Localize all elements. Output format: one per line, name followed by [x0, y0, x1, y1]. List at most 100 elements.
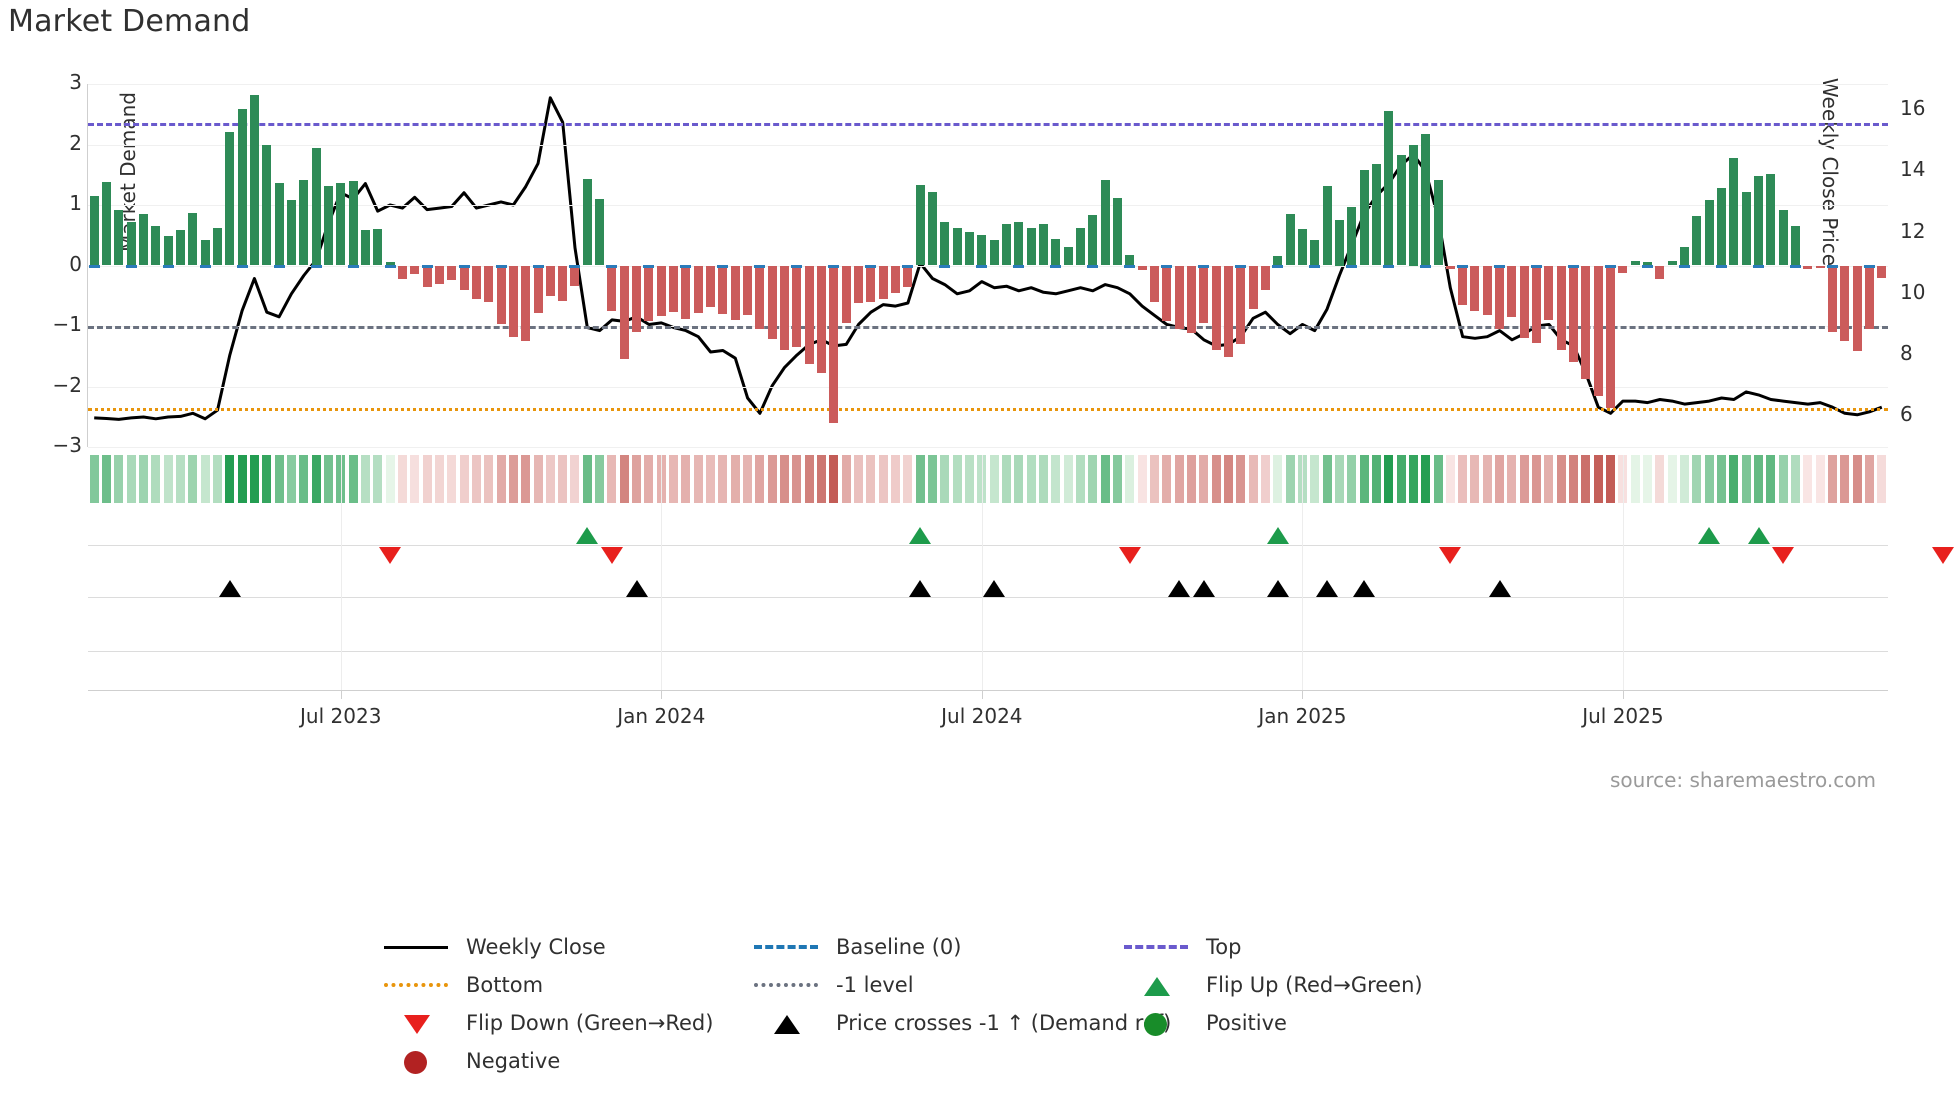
baseline-cap [902, 264, 914, 268]
flip-down-marker [600, 547, 623, 564]
heatmap-cell [804, 455, 814, 503]
baseline-cap [162, 264, 174, 268]
legend-label: Baseline (0) [836, 935, 962, 959]
demand-bar [262, 145, 272, 266]
heatmap-cell [126, 455, 136, 503]
legend-item-baseline[interactable]: Baseline (0) [750, 928, 961, 966]
heatmap-cell [1112, 455, 1122, 503]
flip-up-marker [1747, 527, 1770, 544]
heatmap-cell [1803, 455, 1813, 503]
baseline-cap [1605, 264, 1617, 268]
legend-item-weekly-close[interactable]: Weekly Close [380, 928, 606, 966]
demand-bar [1667, 261, 1677, 266]
price-cross-marker [1192, 580, 1215, 597]
flip-marker-guide-top [88, 545, 1888, 546]
demand-bar [508, 265, 518, 337]
baseline-cap [1827, 264, 1839, 268]
heatmap-cell [1026, 455, 1036, 503]
baseline-cap [680, 264, 692, 268]
legend-item-flip-down[interactable]: Flip Down (Green→Red) [380, 1004, 713, 1042]
heatmap-cell [1273, 455, 1283, 503]
heatmap-cell [1828, 455, 1838, 503]
demand-bar [570, 265, 580, 287]
legend-item-flip-up[interactable]: Flip Up (Red→Green) [1120, 966, 1423, 1004]
baseline-cap [310, 264, 322, 268]
demand-bar [447, 265, 457, 281]
demand-bar [1273, 256, 1283, 266]
heatmap-cell [447, 455, 457, 503]
baseline-cap [1642, 264, 1654, 268]
legend-item-positive[interactable]: Positive [1120, 1004, 1287, 1042]
legend-label: Flip Up (Red→Green) [1206, 973, 1423, 997]
demand-bar [360, 230, 370, 266]
heatmap-cell [1211, 455, 1221, 503]
heatmap-cell [262, 455, 272, 503]
demand-bar [1581, 265, 1591, 380]
heatmap-cell [212, 455, 222, 503]
heatmap-cell [558, 455, 568, 503]
heatmap-cell [1408, 455, 1418, 503]
baseline-cap [458, 264, 470, 268]
heatmap-cell [989, 455, 999, 503]
demand-bar [1803, 265, 1813, 269]
demand-bar [1297, 229, 1307, 266]
price-cross-marker [983, 580, 1006, 597]
demand-bar [1334, 220, 1344, 266]
demand-bar [188, 213, 198, 266]
demand-bar [607, 265, 617, 311]
heatmap-cell [311, 455, 321, 503]
demand-bar [1532, 265, 1542, 343]
baseline-cap [1013, 264, 1025, 268]
legend-item-top[interactable]: Top [1120, 928, 1241, 966]
legend-item-negative[interactable]: Negative [380, 1042, 560, 1080]
vertical-guide [1622, 455, 1624, 690]
demand-bar [1223, 265, 1233, 358]
heatmap-cell [422, 455, 432, 503]
demand-bar [163, 236, 173, 266]
demand-bar [1852, 265, 1862, 352]
demand-bar [878, 265, 888, 299]
heatmap-cell [1569, 455, 1579, 503]
baseline-cap [1124, 264, 1136, 268]
demand-bar [1433, 179, 1443, 266]
heatmap-cell [1384, 455, 1394, 503]
baseline-cap [236, 264, 248, 268]
demand-bar [817, 265, 827, 374]
heatmap-cell [1396, 455, 1406, 503]
legend-item-minus-one-level[interactable]: -1 level [750, 966, 914, 1004]
y-axis-left-tick: −3 [52, 433, 82, 457]
flip-down-marker [1772, 547, 1795, 564]
reference-line--1-level [88, 326, 1888, 329]
y-axis-right-tick: 8 [1900, 341, 1913, 366]
legend-label: -1 level [836, 973, 914, 997]
legend-item-bottom[interactable]: Bottom [380, 966, 543, 1004]
demand-bar [114, 209, 124, 266]
demand-bar [780, 265, 790, 351]
flip-down-marker [1439, 547, 1462, 564]
gridline [88, 265, 1888, 267]
baseline-cap [828, 264, 840, 268]
heatmap-cell [619, 455, 629, 503]
legend-item-price-crosses[interactable]: Price crosses -1 ↑ (Demand ref) [750, 1004, 1171, 1042]
legend-label: Top [1206, 935, 1242, 959]
y-axis-right-tick: 14 [1900, 157, 1926, 182]
demand-bar [669, 265, 679, 313]
heatmap-cell [1766, 455, 1776, 503]
baseline-cap [1198, 264, 1210, 268]
baseline-cap [1272, 264, 1284, 268]
baseline-cap [1494, 264, 1506, 268]
demand-bar [1544, 265, 1554, 320]
x-axis-tick-mark [1302, 690, 1304, 699]
heatmap-cell [373, 455, 383, 503]
demand-bar [1470, 265, 1480, 311]
y-axis-left-tick: 0 [69, 251, 82, 276]
demand-bar [1840, 265, 1850, 342]
legend-label: Bottom [466, 973, 544, 997]
heatmap-cell [780, 455, 790, 503]
heatmap-cell [434, 455, 444, 503]
demand-bar [200, 240, 210, 266]
heatmap-cell [570, 455, 580, 503]
x-axis-tick-label: Jan 2024 [617, 704, 706, 728]
dashed-line-purple-icon [1120, 936, 1192, 958]
heatmap-cell [1433, 455, 1443, 503]
